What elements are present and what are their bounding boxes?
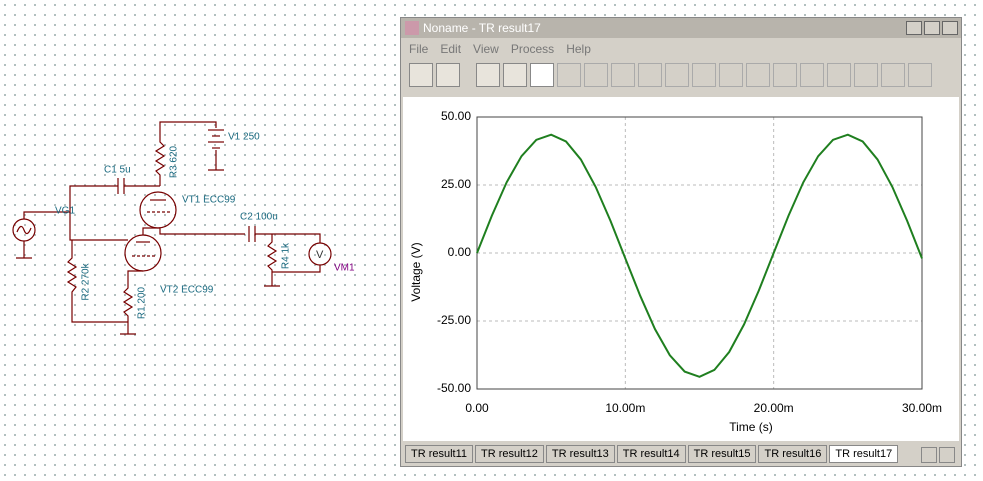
data-line bbox=[476, 133, 923, 378]
scroll-right[interactable] bbox=[939, 447, 955, 463]
toolbar-button[interactable] bbox=[503, 63, 527, 87]
x-tick-label: 20.00m bbox=[754, 401, 794, 415]
toolbar-button[interactable] bbox=[476, 63, 500, 87]
toolbar-button[interactable] bbox=[638, 63, 662, 87]
resistor bbox=[66, 240, 128, 323]
toolbar bbox=[401, 60, 961, 90]
toolbar-button[interactable] bbox=[827, 63, 851, 87]
x-axis-label: Time (s) bbox=[729, 420, 773, 434]
tab[interactable]: TR result13 bbox=[545, 445, 615, 463]
menu-item[interactable]: Help bbox=[566, 42, 591, 56]
window: Noname - TR result17 File Edit View Process… bbox=[400, 17, 962, 467]
tab[interactable]: TR result17 bbox=[829, 445, 899, 463]
menu-item[interactable]: File bbox=[409, 42, 429, 56]
toolbar-button[interactable] bbox=[436, 63, 460, 87]
y-axis-label: Voltage (V) bbox=[409, 242, 423, 301]
component-label: R2 270k bbox=[81, 262, 92, 300]
tab-bar: TR result11 TR result12 TR result13 TR resu… bbox=[405, 445, 899, 463]
toolbar-button[interactable] bbox=[665, 63, 689, 87]
window-buttons bbox=[906, 21, 961, 35]
toolbar-button[interactable] bbox=[692, 63, 716, 87]
component-label: R1 200 bbox=[137, 286, 148, 319]
component-label: VM1 bbox=[334, 263, 355, 274]
toolbar-button[interactable] bbox=[854, 63, 878, 87]
y-tick-label: -25.00 bbox=[437, 313, 471, 327]
resistor bbox=[120, 270, 143, 335]
toolbar-button[interactable] bbox=[530, 63, 554, 87]
menu-item[interactable]: View bbox=[473, 42, 499, 56]
tab[interactable]: TR result15 bbox=[687, 445, 757, 463]
toolbar-button[interactable] bbox=[557, 63, 581, 87]
component-label: VT1 ECC99 bbox=[182, 195, 236, 206]
toolbar-button[interactable] bbox=[908, 63, 932, 87]
menu-item[interactable]: Process bbox=[510, 42, 555, 56]
wire bbox=[255, 233, 321, 243]
wire bbox=[69, 212, 128, 241]
chart: Time (s) Voltage (V) -50.00 -25.00 0.00 25.… bbox=[403, 97, 959, 441]
component-label: C2 100u bbox=[240, 212, 278, 223]
component-label: V1 250 bbox=[228, 132, 260, 143]
close[interactable] bbox=[942, 21, 958, 35]
x-tick-label: 0.00 bbox=[465, 401, 489, 415]
wire bbox=[272, 265, 321, 273]
toolbar-button[interactable] bbox=[773, 63, 797, 87]
app-icon bbox=[405, 21, 419, 35]
menu-item[interactable]: Edit bbox=[440, 42, 462, 56]
wire bbox=[142, 227, 160, 235]
x-tick-label: 10.00m bbox=[605, 401, 645, 415]
schematic: V C1 5u VG1 V1 250 R3 620 VT1 ECC99 C2 100u R4… bbox=[12, 121, 355, 335]
component-label: R4 1k bbox=[281, 242, 292, 269]
maximize[interactable] bbox=[924, 21, 940, 35]
menu-bar: File Edit View Process Help bbox=[401, 38, 961, 60]
toolbar-button[interactable] bbox=[611, 63, 635, 87]
minimize[interactable] bbox=[906, 21, 922, 35]
window-title: Noname - TR result17 bbox=[423, 21, 541, 35]
title-bar: Noname - TR result17 bbox=[401, 18, 961, 38]
source-symbol bbox=[16, 225, 32, 235]
component-label: VG1 bbox=[55, 206, 75, 217]
toolbar-button[interactable] bbox=[746, 63, 770, 87]
y-tick-label: -50.00 bbox=[437, 381, 471, 395]
toolbar-button[interactable] bbox=[409, 63, 433, 87]
resistor bbox=[264, 234, 280, 287]
ground bbox=[208, 150, 224, 171]
tube bbox=[124, 234, 162, 272]
toolbar-button[interactable] bbox=[719, 63, 743, 87]
tube bbox=[139, 191, 177, 229]
ground bbox=[16, 241, 32, 259]
y-tick-label: 0.00 bbox=[448, 245, 472, 259]
x-tick-label: 30.00m bbox=[902, 401, 942, 415]
resistor bbox=[154, 121, 217, 186]
scroll-left[interactable] bbox=[921, 447, 937, 463]
component-label: C1 5u bbox=[104, 165, 131, 176]
tab[interactable]: TR result16 bbox=[758, 445, 828, 463]
toolbar-button[interactable] bbox=[881, 63, 905, 87]
tab[interactable]: TR result12 bbox=[475, 445, 544, 463]
symbol: V bbox=[316, 249, 324, 261]
toolbar-button[interactable] bbox=[800, 63, 824, 87]
component-label: VT2 ECC99 bbox=[160, 285, 214, 296]
component-label: R3 620 bbox=[169, 145, 180, 178]
y-tick-label: 50.00 bbox=[441, 109, 471, 123]
tab[interactable]: TR result11 bbox=[405, 445, 474, 463]
toolbar-button[interactable] bbox=[584, 63, 608, 87]
wire bbox=[159, 228, 245, 235]
tab[interactable]: TR result14 bbox=[616, 445, 686, 463]
y-tick-label: 25.00 bbox=[441, 177, 471, 191]
